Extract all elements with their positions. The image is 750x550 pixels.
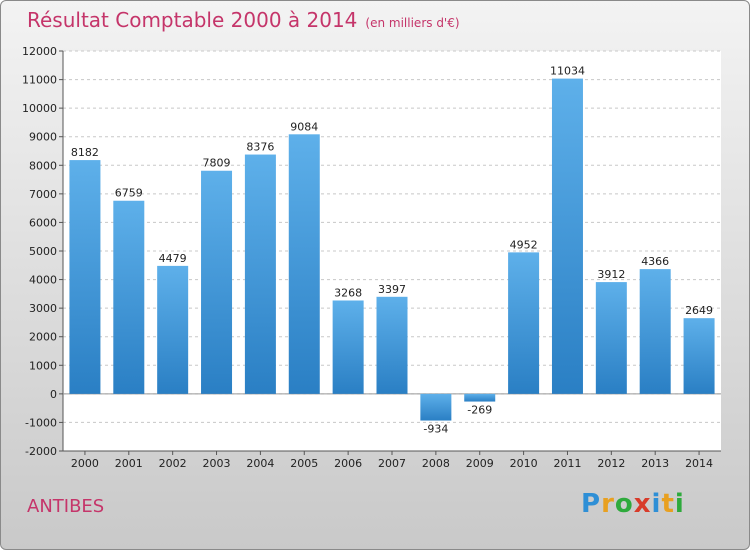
x-tick-label: 2011 bbox=[553, 457, 581, 470]
y-tick-label: 10000 bbox=[22, 102, 57, 115]
bar bbox=[201, 170, 233, 394]
logo-letter: r bbox=[601, 489, 615, 519]
logo-letter: P bbox=[581, 489, 602, 519]
x-tick-label: 2003 bbox=[203, 457, 231, 470]
x-tick-label: 2012 bbox=[597, 457, 625, 470]
x-tick-label: 2007 bbox=[378, 457, 406, 470]
y-tick-label: 0 bbox=[50, 388, 57, 401]
y-tick-label: 8000 bbox=[29, 159, 57, 172]
x-tick-label: 2014 bbox=[685, 457, 713, 470]
logo-letter: i bbox=[651, 489, 662, 519]
chart-title-text: Résultat Comptable 2000 à 2014 bbox=[27, 8, 358, 32]
logo-letter: o bbox=[614, 489, 634, 519]
x-tick-label: 2008 bbox=[422, 457, 450, 470]
x-tick-label: 2005 bbox=[290, 457, 318, 470]
y-tick-label: 3000 bbox=[29, 302, 57, 315]
y-tick-label: 4000 bbox=[29, 274, 57, 287]
logo-letter: x bbox=[633, 489, 652, 519]
data-label: -269 bbox=[467, 404, 492, 417]
bar bbox=[157, 265, 189, 394]
data-label: 11034 bbox=[550, 65, 585, 78]
data-label: 3397 bbox=[378, 283, 406, 296]
x-tick-label: 2002 bbox=[159, 457, 187, 470]
y-tick-label: 6000 bbox=[29, 216, 57, 229]
y-tick-label: -1000 bbox=[25, 416, 57, 429]
y-tick-label: 11000 bbox=[22, 74, 57, 87]
data-label: 6759 bbox=[115, 187, 143, 200]
bar bbox=[244, 154, 276, 394]
data-label: 7809 bbox=[203, 157, 231, 170]
bar bbox=[683, 318, 715, 394]
bar bbox=[113, 200, 145, 394]
bar bbox=[639, 269, 671, 394]
bar bbox=[464, 393, 496, 402]
bar bbox=[376, 296, 408, 394]
bar bbox=[595, 282, 627, 394]
y-tick-label: 9000 bbox=[29, 131, 57, 144]
data-label: 9084 bbox=[290, 120, 318, 133]
bar bbox=[332, 300, 364, 394]
bar bbox=[551, 78, 583, 394]
city-name: ANTIBES bbox=[27, 496, 105, 517]
proxiti-logo: Proxiti bbox=[581, 489, 685, 519]
bar bbox=[69, 160, 101, 394]
x-tick-label: 2001 bbox=[115, 457, 143, 470]
data-label: 4952 bbox=[510, 238, 538, 251]
data-label: 8182 bbox=[71, 146, 99, 159]
bar bbox=[420, 393, 452, 421]
chart-subtitle: (en milliers d'€) bbox=[365, 16, 460, 30]
y-tick-label: 7000 bbox=[29, 188, 57, 201]
chart-title: Résultat Comptable 2000 à 2014 (en millie… bbox=[27, 8, 460, 32]
data-label: 4479 bbox=[159, 252, 187, 265]
y-tick-label: 1000 bbox=[29, 359, 57, 372]
y-tick-label: 5000 bbox=[29, 245, 57, 258]
y-tick-label: -2000 bbox=[25, 445, 57, 458]
y-tick-label: 2000 bbox=[29, 331, 57, 344]
x-tick-label: 2006 bbox=[334, 457, 362, 470]
y-tick-label: 12000 bbox=[22, 45, 57, 58]
x-tick-label: 2013 bbox=[641, 457, 669, 470]
x-tick-label: 2010 bbox=[510, 457, 538, 470]
x-tick-label: 2009 bbox=[466, 457, 494, 470]
data-label: 2649 bbox=[685, 304, 713, 317]
data-label: 8376 bbox=[246, 141, 274, 154]
data-label: -934 bbox=[423, 423, 448, 436]
x-tick-label: 2000 bbox=[71, 457, 99, 470]
x-tick-label: 2004 bbox=[246, 457, 274, 470]
data-label: 4366 bbox=[641, 255, 669, 268]
logo-letter: i bbox=[674, 489, 685, 519]
bar bbox=[288, 134, 320, 394]
logo-letter: t bbox=[661, 489, 675, 519]
data-label: 3912 bbox=[597, 268, 625, 281]
bar bbox=[508, 252, 540, 394]
data-label: 3268 bbox=[334, 286, 362, 299]
